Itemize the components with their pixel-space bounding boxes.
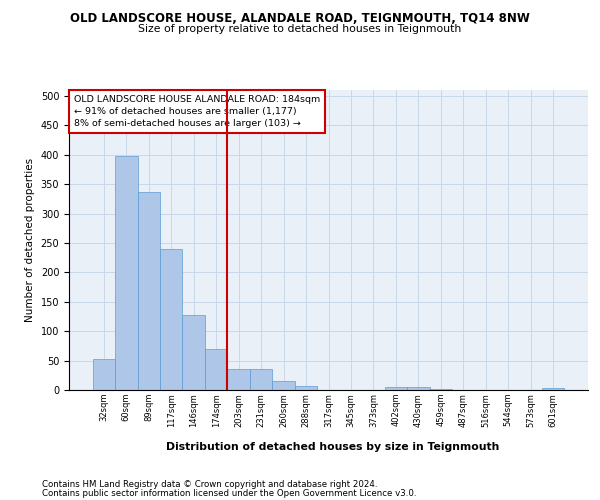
Bar xyxy=(542,388,565,390)
Text: Size of property relative to detached houses in Teignmouth: Size of property relative to detached ho… xyxy=(139,24,461,34)
Bar xyxy=(160,249,182,390)
Bar xyxy=(407,387,430,390)
Text: Distribution of detached houses by size in Teignmouth: Distribution of detached houses by size … xyxy=(166,442,500,452)
Text: OLD LANDSCORE HOUSE ALANDALE ROAD: 184sqm
← 91% of detached houses are smaller (: OLD LANDSCORE HOUSE ALANDALE ROAD: 184sq… xyxy=(74,94,320,128)
Bar xyxy=(115,156,137,390)
Bar xyxy=(182,314,205,390)
Text: Contains HM Land Registry data © Crown copyright and database right 2024.: Contains HM Land Registry data © Crown c… xyxy=(42,480,377,489)
Bar xyxy=(272,380,295,390)
Bar xyxy=(205,349,227,390)
Y-axis label: Number of detached properties: Number of detached properties xyxy=(25,158,35,322)
Bar xyxy=(385,387,407,390)
Bar xyxy=(250,370,272,390)
Bar xyxy=(430,389,452,390)
Bar xyxy=(227,370,250,390)
Text: Contains public sector information licensed under the Open Government Licence v3: Contains public sector information licen… xyxy=(42,489,416,498)
Bar xyxy=(137,192,160,390)
Text: OLD LANDSCORE HOUSE, ALANDALE ROAD, TEIGNMOUTH, TQ14 8NW: OLD LANDSCORE HOUSE, ALANDALE ROAD, TEIG… xyxy=(70,12,530,26)
Bar xyxy=(295,386,317,390)
Bar xyxy=(92,360,115,390)
